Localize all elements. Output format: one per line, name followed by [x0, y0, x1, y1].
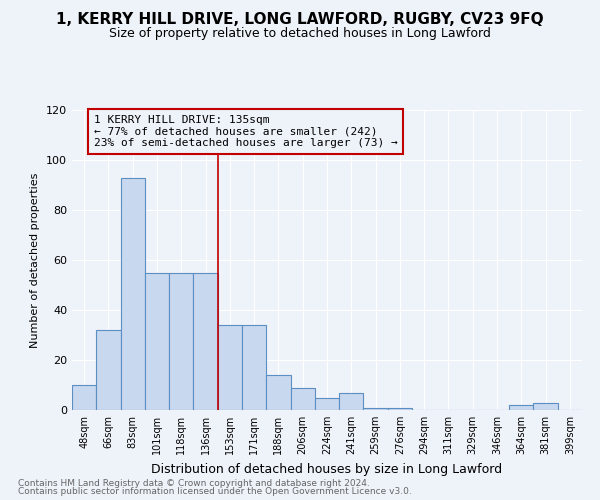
Bar [96, 330, 121, 410]
Bar [339, 392, 364, 410]
Bar [145, 272, 169, 410]
Text: Contains HM Land Registry data © Crown copyright and database right 2024.: Contains HM Land Registry data © Crown c… [18, 478, 370, 488]
Text: 1, KERRY HILL DRIVE, LONG LAWFORD, RUGBY, CV23 9FQ: 1, KERRY HILL DRIVE, LONG LAWFORD, RUGBY… [56, 12, 544, 28]
Bar [169, 272, 193, 410]
Bar [315, 398, 339, 410]
X-axis label: Distribution of detached houses by size in Long Lawford: Distribution of detached houses by size … [151, 462, 503, 475]
Bar [218, 325, 242, 410]
Bar [388, 408, 412, 410]
Bar [290, 388, 315, 410]
Bar [509, 405, 533, 410]
Text: Contains public sector information licensed under the Open Government Licence v3: Contains public sector information licen… [18, 487, 412, 496]
Text: 1 KERRY HILL DRIVE: 135sqm
← 77% of detached houses are smaller (242)
23% of sem: 1 KERRY HILL DRIVE: 135sqm ← 77% of deta… [94, 115, 398, 148]
Text: Size of property relative to detached houses in Long Lawford: Size of property relative to detached ho… [109, 28, 491, 40]
Bar [242, 325, 266, 410]
Y-axis label: Number of detached properties: Number of detached properties [31, 172, 40, 348]
Bar [72, 385, 96, 410]
Bar [193, 272, 218, 410]
Bar [121, 178, 145, 410]
Bar [364, 408, 388, 410]
Bar [533, 402, 558, 410]
Bar [266, 375, 290, 410]
